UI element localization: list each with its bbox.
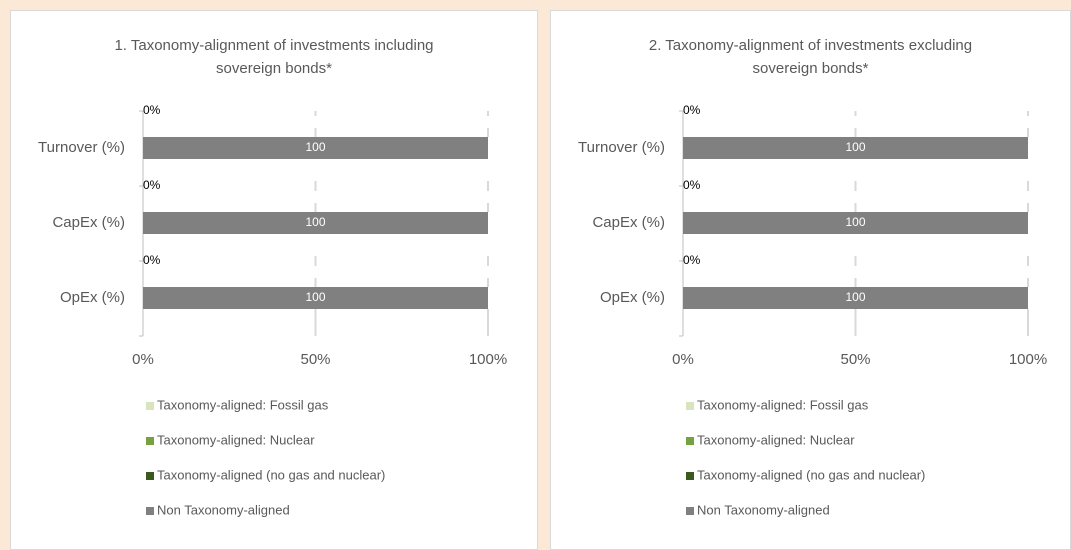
data-label: 0%	[143, 178, 161, 192]
y-tick-label: CapEx (%)	[52, 214, 125, 231]
legend-swatch	[686, 507, 694, 515]
x-tick-label: 50%	[840, 351, 870, 368]
page: 1. Taxonomy-alignment of investments inc…	[10, 10, 1071, 550]
bar-segment	[143, 212, 488, 234]
bar-segment	[143, 137, 488, 159]
legend-label: Taxonomy-aligned: Fossil gas	[697, 397, 869, 412]
chart-title: 2. Taxonomy-alignment of investments exc…	[648, 37, 973, 77]
data-label: 100	[845, 290, 865, 304]
legend-label: Non Taxonomy-aligned	[157, 502, 290, 517]
x-tick-label: 100%	[469, 351, 507, 368]
x-tick-label: 50%	[300, 351, 330, 368]
legend-label: Taxonomy-aligned (no gas and nuclear)	[157, 467, 385, 482]
chart: 0% 50% 100% Turnover (%) CapEx (%) OpEx (%) 0%…	[38, 103, 507, 517]
bar-segment	[683, 212, 1028, 234]
chart-panel: 2. Taxonomy-alignment of investments exc…	[550, 10, 1071, 550]
legend-swatch	[686, 437, 694, 445]
data-label: 0%	[683, 178, 701, 192]
x-tick-label: 0%	[672, 351, 694, 368]
bar-segment	[143, 287, 488, 309]
legend-swatch	[146, 507, 154, 515]
legend-swatch	[686, 402, 694, 410]
y-tick-label: OpEx (%)	[600, 289, 665, 306]
legend-swatch	[146, 437, 154, 445]
legend-label: Taxonomy-aligned: Nuclear	[697, 432, 855, 447]
y-tick-label: Turnover (%)	[38, 139, 125, 156]
y-tick-label: CapEx (%)	[592, 214, 665, 231]
legend-label: Non Taxonomy-aligned	[697, 502, 830, 517]
y-tick-label: OpEx (%)	[60, 289, 125, 306]
x-tick-label: 100%	[1009, 351, 1047, 368]
data-label: 100	[845, 215, 865, 229]
legend-swatch	[686, 472, 694, 480]
chart: 0% 50% 100% Turnover (%) CapEx (%) OpEx (%) 0%…	[578, 103, 1047, 517]
data-label: 0%	[143, 253, 161, 267]
data-label: 0%	[683, 253, 701, 267]
x-tick-label: 0%	[132, 351, 154, 368]
legend-swatch	[146, 472, 154, 480]
data-label: 100	[845, 140, 865, 154]
bar-segment	[683, 287, 1028, 309]
legend-swatch	[146, 402, 154, 410]
legend-label: Taxonomy-aligned: Nuclear	[157, 432, 315, 447]
legend-label: Taxonomy-aligned: Fossil gas	[157, 397, 329, 412]
data-label: 0%	[683, 103, 701, 117]
bar-segment	[683, 137, 1028, 159]
y-tick-label: Turnover (%)	[578, 139, 665, 156]
chart-panel: 1. Taxonomy-alignment of investments inc…	[10, 10, 538, 550]
data-label: 100	[305, 140, 325, 154]
data-label: 0%	[143, 103, 161, 117]
chart-title: 1. Taxonomy-alignment of investments inc…	[114, 37, 434, 77]
data-label: 100	[305, 215, 325, 229]
legend-label: Taxonomy-aligned (no gas and nuclear)	[697, 467, 925, 482]
data-label: 100	[305, 290, 325, 304]
